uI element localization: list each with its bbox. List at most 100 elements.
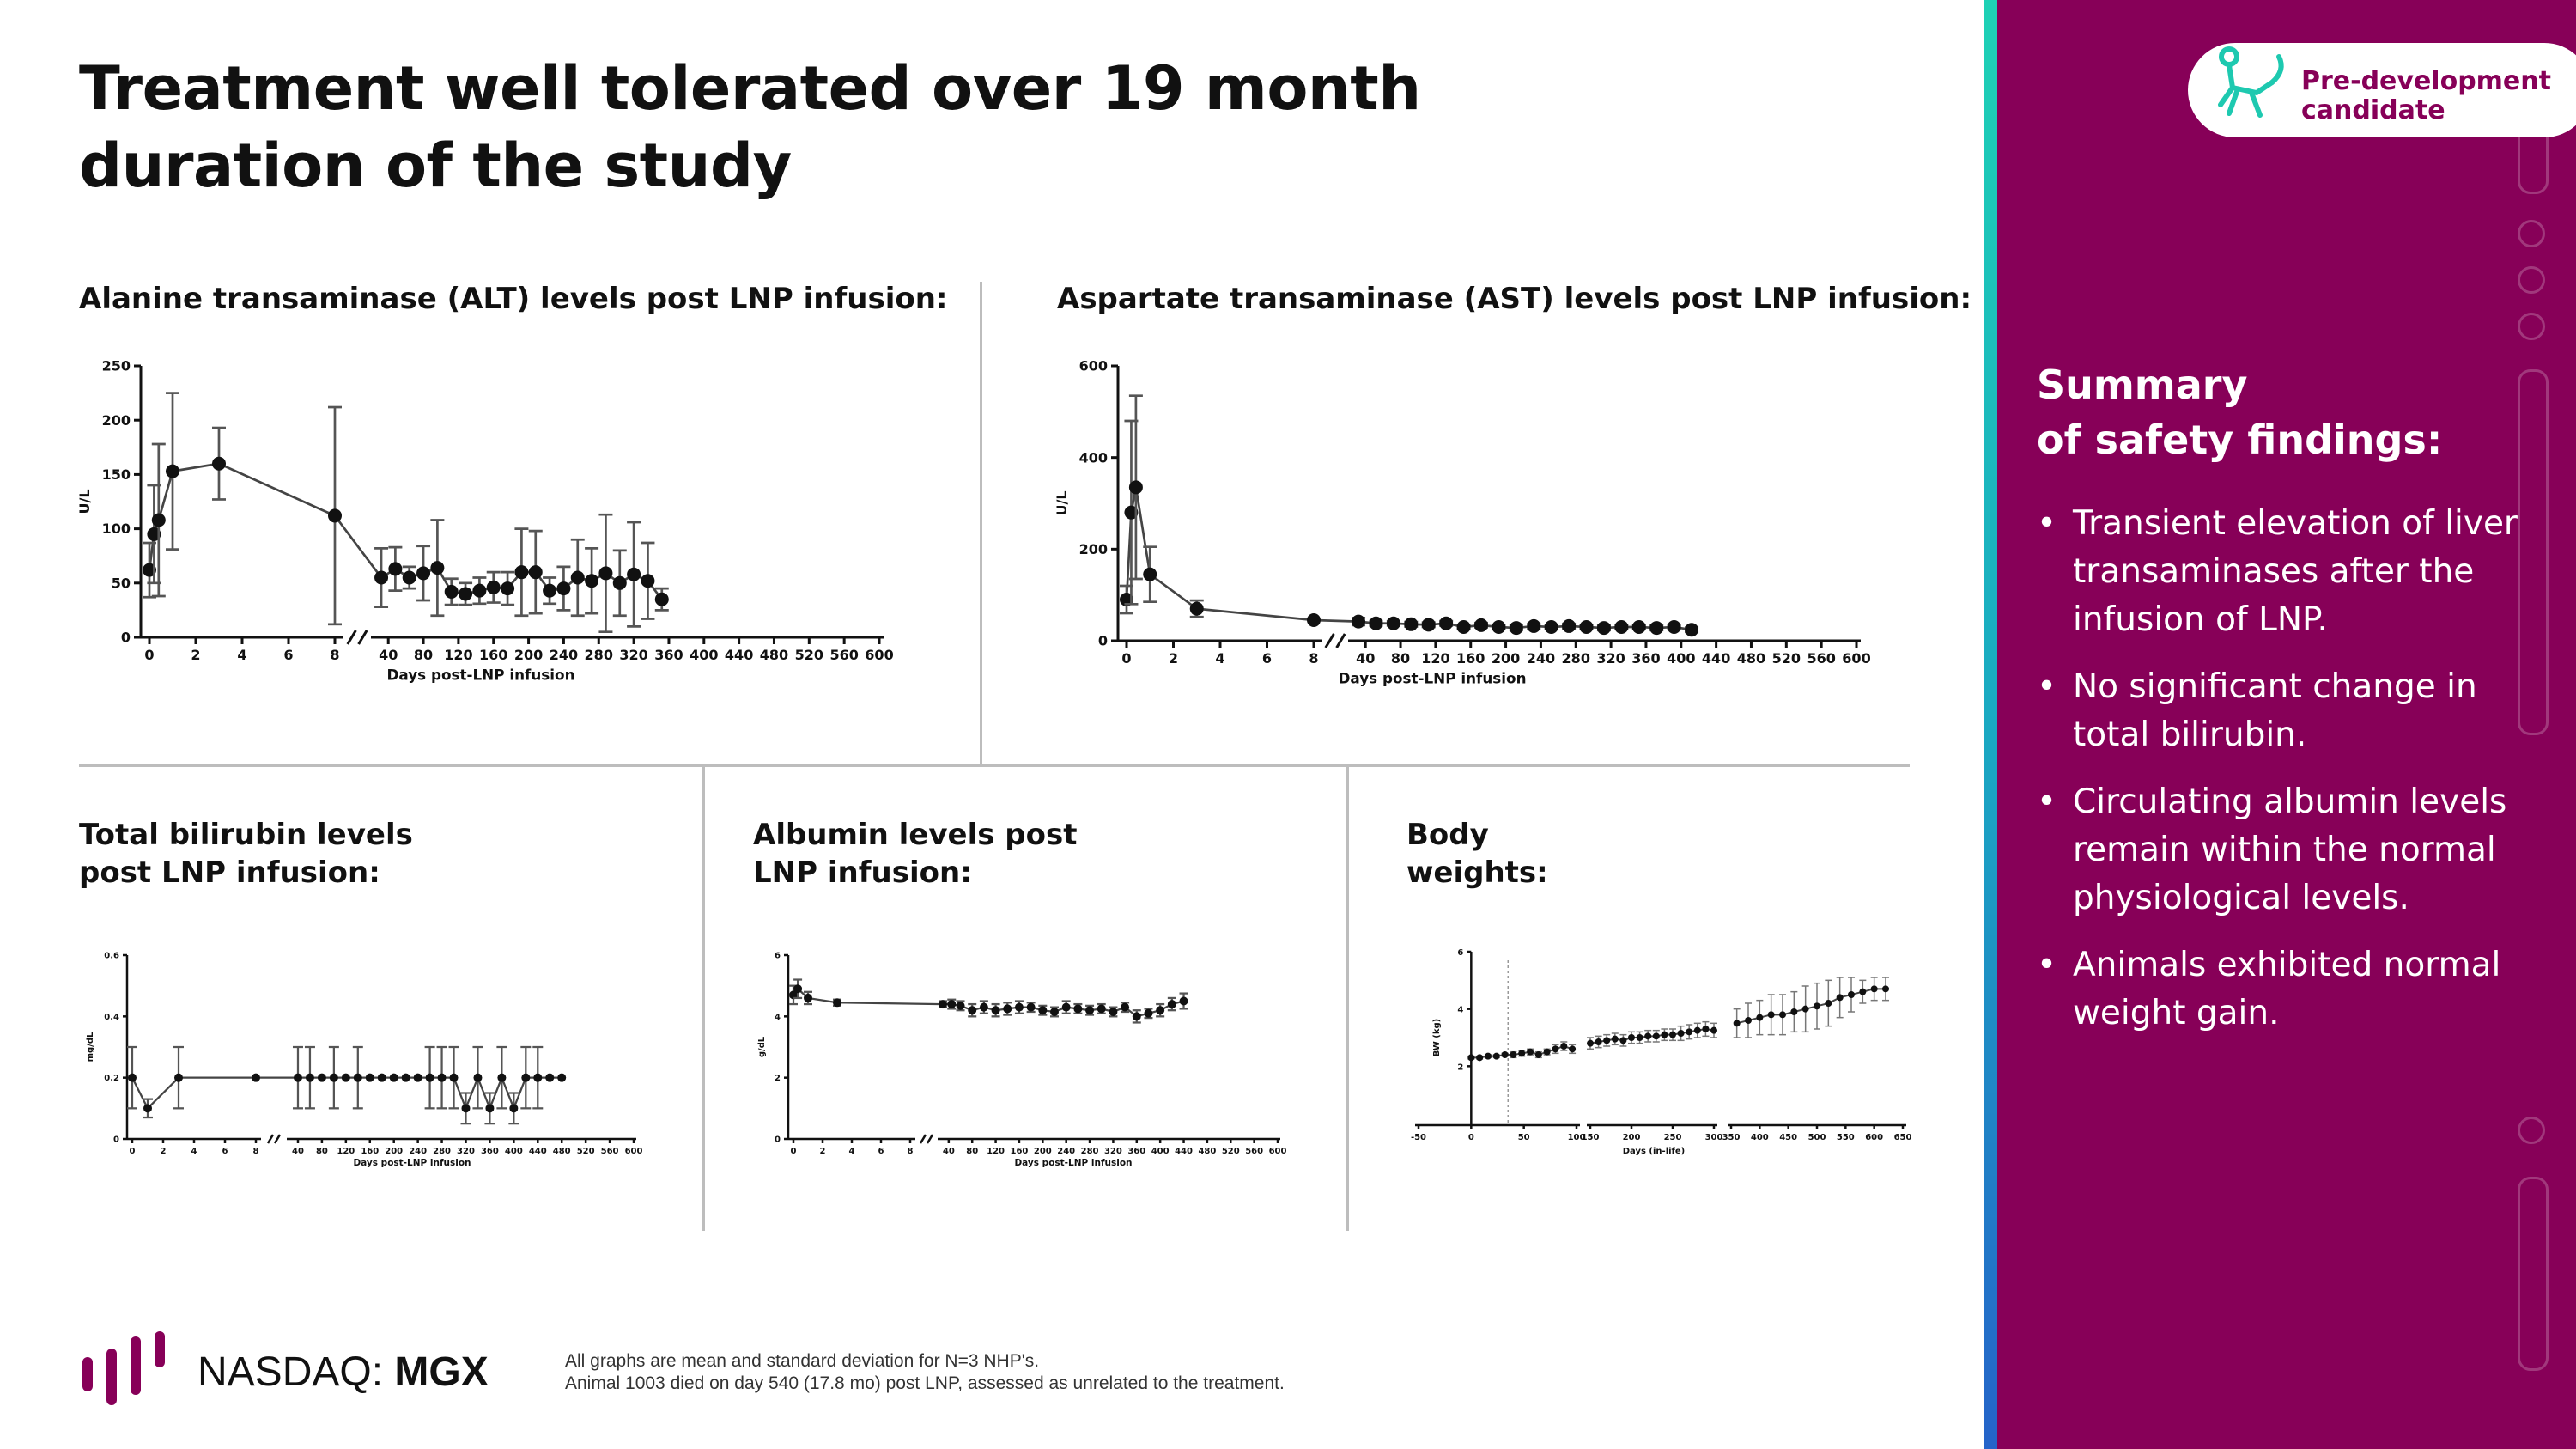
decorative-pill-3 bbox=[2518, 1177, 2549, 1371]
data-point bbox=[1603, 1037, 1611, 1044]
data-point bbox=[128, 1073, 137, 1082]
x-tick-label: 320 bbox=[619, 647, 647, 663]
data-point bbox=[1801, 1005, 1809, 1013]
x-axis-label: Days post-LNP infusion bbox=[386, 667, 574, 684]
data-point bbox=[341, 1073, 350, 1082]
axis-break-mark bbox=[919, 1134, 927, 1144]
data-point bbox=[833, 998, 841, 1008]
data-point bbox=[1179, 996, 1188, 1006]
x-tick-label: 40 bbox=[379, 647, 398, 663]
x-tick-label: 0 bbox=[130, 1147, 136, 1156]
y-tick-label: 0 bbox=[113, 1135, 119, 1145]
data-point bbox=[1003, 1004, 1012, 1014]
data-point bbox=[1595, 1038, 1602, 1045]
data-point bbox=[444, 584, 459, 599]
data-point bbox=[1527, 618, 1541, 633]
data-point bbox=[1543, 1048, 1551, 1056]
y-tick-label: 0.6 bbox=[104, 952, 119, 961]
x-tick-label: 2 bbox=[1169, 650, 1178, 667]
x-tick-label: 400 bbox=[1751, 1133, 1769, 1142]
x-tick-label: 360 bbox=[654, 647, 683, 663]
x-tick-label: 520 bbox=[577, 1147, 595, 1156]
y-tick-label: 0 bbox=[775, 1135, 781, 1145]
data-point bbox=[1307, 613, 1321, 627]
x-tick-label: 350 bbox=[1722, 1133, 1741, 1142]
data-point bbox=[473, 1073, 483, 1082]
decorative-circle-2 bbox=[2518, 266, 2545, 294]
x-tick-label: 280 bbox=[585, 647, 613, 663]
x-tick-label: 450 bbox=[1779, 1133, 1797, 1142]
data-point bbox=[1644, 1032, 1652, 1040]
data-point bbox=[472, 583, 487, 598]
x-tick-label: 240 bbox=[1527, 650, 1555, 667]
x-tick-label: 8 bbox=[1309, 650, 1318, 667]
x-tick-label: 160 bbox=[361, 1147, 379, 1156]
data-point bbox=[317, 1073, 326, 1082]
summary-title-line-1: Summary bbox=[2037, 362, 2248, 408]
data-point bbox=[1492, 620, 1506, 634]
bili-panel-title: Total bilirubin levels post LNP infusion… bbox=[79, 818, 413, 890]
x-tick-label: 650 bbox=[1894, 1133, 1912, 1142]
y-tick-label: 0 bbox=[1098, 633, 1108, 649]
y-tick-label: 200 bbox=[1079, 541, 1108, 557]
x-tick-label: 400 bbox=[690, 647, 718, 663]
data-point bbox=[1421, 618, 1436, 632]
summary-bullet: Transient elevation of liver transaminas… bbox=[2037, 500, 2518, 644]
badge-label: Pre-development candidate bbox=[2301, 67, 2551, 125]
data-point bbox=[401, 1073, 410, 1082]
x-tick-label: 80 bbox=[316, 1147, 328, 1156]
data-point bbox=[804, 993, 812, 1002]
y-tick-label: 2 bbox=[775, 1074, 781, 1083]
data-point bbox=[1014, 1002, 1024, 1012]
x-tick-label: 300 bbox=[1705, 1133, 1723, 1142]
x-tick-label: 8 bbox=[908, 1147, 914, 1156]
data-point bbox=[991, 1006, 1000, 1015]
footnote: All graphs are mean and standard deviati… bbox=[565, 1350, 1285, 1395]
vertical-divider-bottom-2 bbox=[1346, 767, 1349, 1231]
data-point bbox=[143, 563, 156, 577]
summary-bullet: Circulating albumin levels remain within… bbox=[2037, 778, 2518, 922]
data-point bbox=[501, 581, 515, 596]
data-point bbox=[1038, 1006, 1048, 1015]
data-point bbox=[1562, 618, 1577, 633]
data-point bbox=[1628, 1034, 1635, 1041]
badge-line-2: candidate bbox=[2301, 95, 2445, 125]
data-point bbox=[1569, 1045, 1577, 1053]
x-tick-label: 240 bbox=[1057, 1147, 1075, 1156]
data-point bbox=[1560, 1043, 1568, 1050]
data-point bbox=[1767, 1011, 1775, 1019]
x-tick-label: 6 bbox=[1262, 650, 1272, 667]
data-point bbox=[1061, 1002, 1071, 1012]
bili-chart: 0 0.2 0.4 0.6 mg/dL 0 2 4 6 8 40 80 120 160 200 240 280 3… bbox=[86, 952, 642, 1169]
x-tick-label: 440 bbox=[725, 647, 753, 663]
data-point bbox=[1473, 618, 1488, 632]
data-point bbox=[1702, 1026, 1710, 1032]
data-point bbox=[1143, 567, 1157, 581]
data-point bbox=[461, 1104, 471, 1113]
data-point bbox=[1710, 1026, 1717, 1034]
x-tick-label: 320 bbox=[1596, 650, 1625, 667]
x-tick-label: 560 bbox=[1807, 650, 1835, 667]
y-tick-label: 600 bbox=[1079, 358, 1108, 374]
x-tick-label: 120 bbox=[337, 1147, 355, 1156]
axis-break-mark bbox=[1324, 633, 1335, 648]
y-tick-label: 50 bbox=[112, 575, 131, 591]
x-tick-label: 520 bbox=[1772, 650, 1801, 667]
data-point bbox=[389, 1073, 398, 1082]
alt-panel-title: Alanine transaminase (ALT) levels post L… bbox=[79, 282, 948, 316]
data-point bbox=[1587, 1039, 1594, 1047]
data-point bbox=[437, 1073, 447, 1082]
data-point bbox=[1614, 620, 1629, 634]
data-point bbox=[1097, 1004, 1106, 1014]
data-point bbox=[1733, 1020, 1741, 1027]
y-axis-label: g/dL bbox=[757, 1036, 767, 1057]
decorative-pill-2 bbox=[2518, 369, 2549, 735]
y-tick-label: 4 bbox=[775, 1013, 781, 1022]
data-point bbox=[968, 1006, 977, 1015]
data-point bbox=[979, 1002, 988, 1012]
y-tick-label: 0.4 bbox=[104, 1013, 119, 1022]
summary-title-line-2: of safety findings: bbox=[2037, 417, 2443, 463]
y-tick-label: 6 bbox=[1457, 948, 1463, 958]
data-point bbox=[1501, 1051, 1509, 1058]
x-tick-label: 360 bbox=[481, 1147, 499, 1156]
